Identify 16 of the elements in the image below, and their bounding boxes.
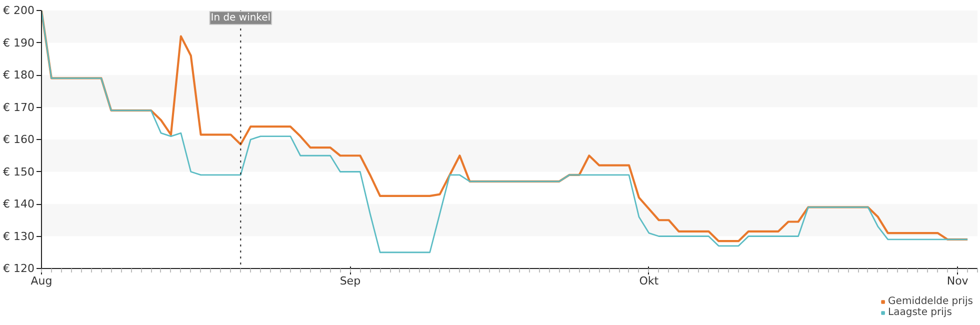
y-tick-label: € 150: [3, 165, 35, 178]
legend-label: Gemiddelde prijs: [888, 296, 973, 307]
y-tick-label: € 190: [3, 36, 35, 50]
x-tick-label: Aug: [30, 274, 52, 288]
y-tick-label: € 140: [3, 198, 35, 210]
y-tick-label: € 130: [3, 230, 35, 243]
y-tick-label: € 180: [3, 68, 35, 82]
y-tick-label: € 160: [3, 133, 35, 146]
x-tick-label: Okt: [639, 274, 660, 288]
y-tick-label: € 120: [3, 262, 35, 275]
x-tick-label: Sep: [340, 274, 361, 288]
y-tick-label: € 170: [3, 100, 35, 114]
ref-line-label: In de winkel: [210, 12, 271, 24]
legend-label: Laagste prijs: [888, 307, 952, 318]
y-tick-label: € 200: [3, 4, 35, 17]
x-tick-label: Nov: [946, 274, 969, 288]
